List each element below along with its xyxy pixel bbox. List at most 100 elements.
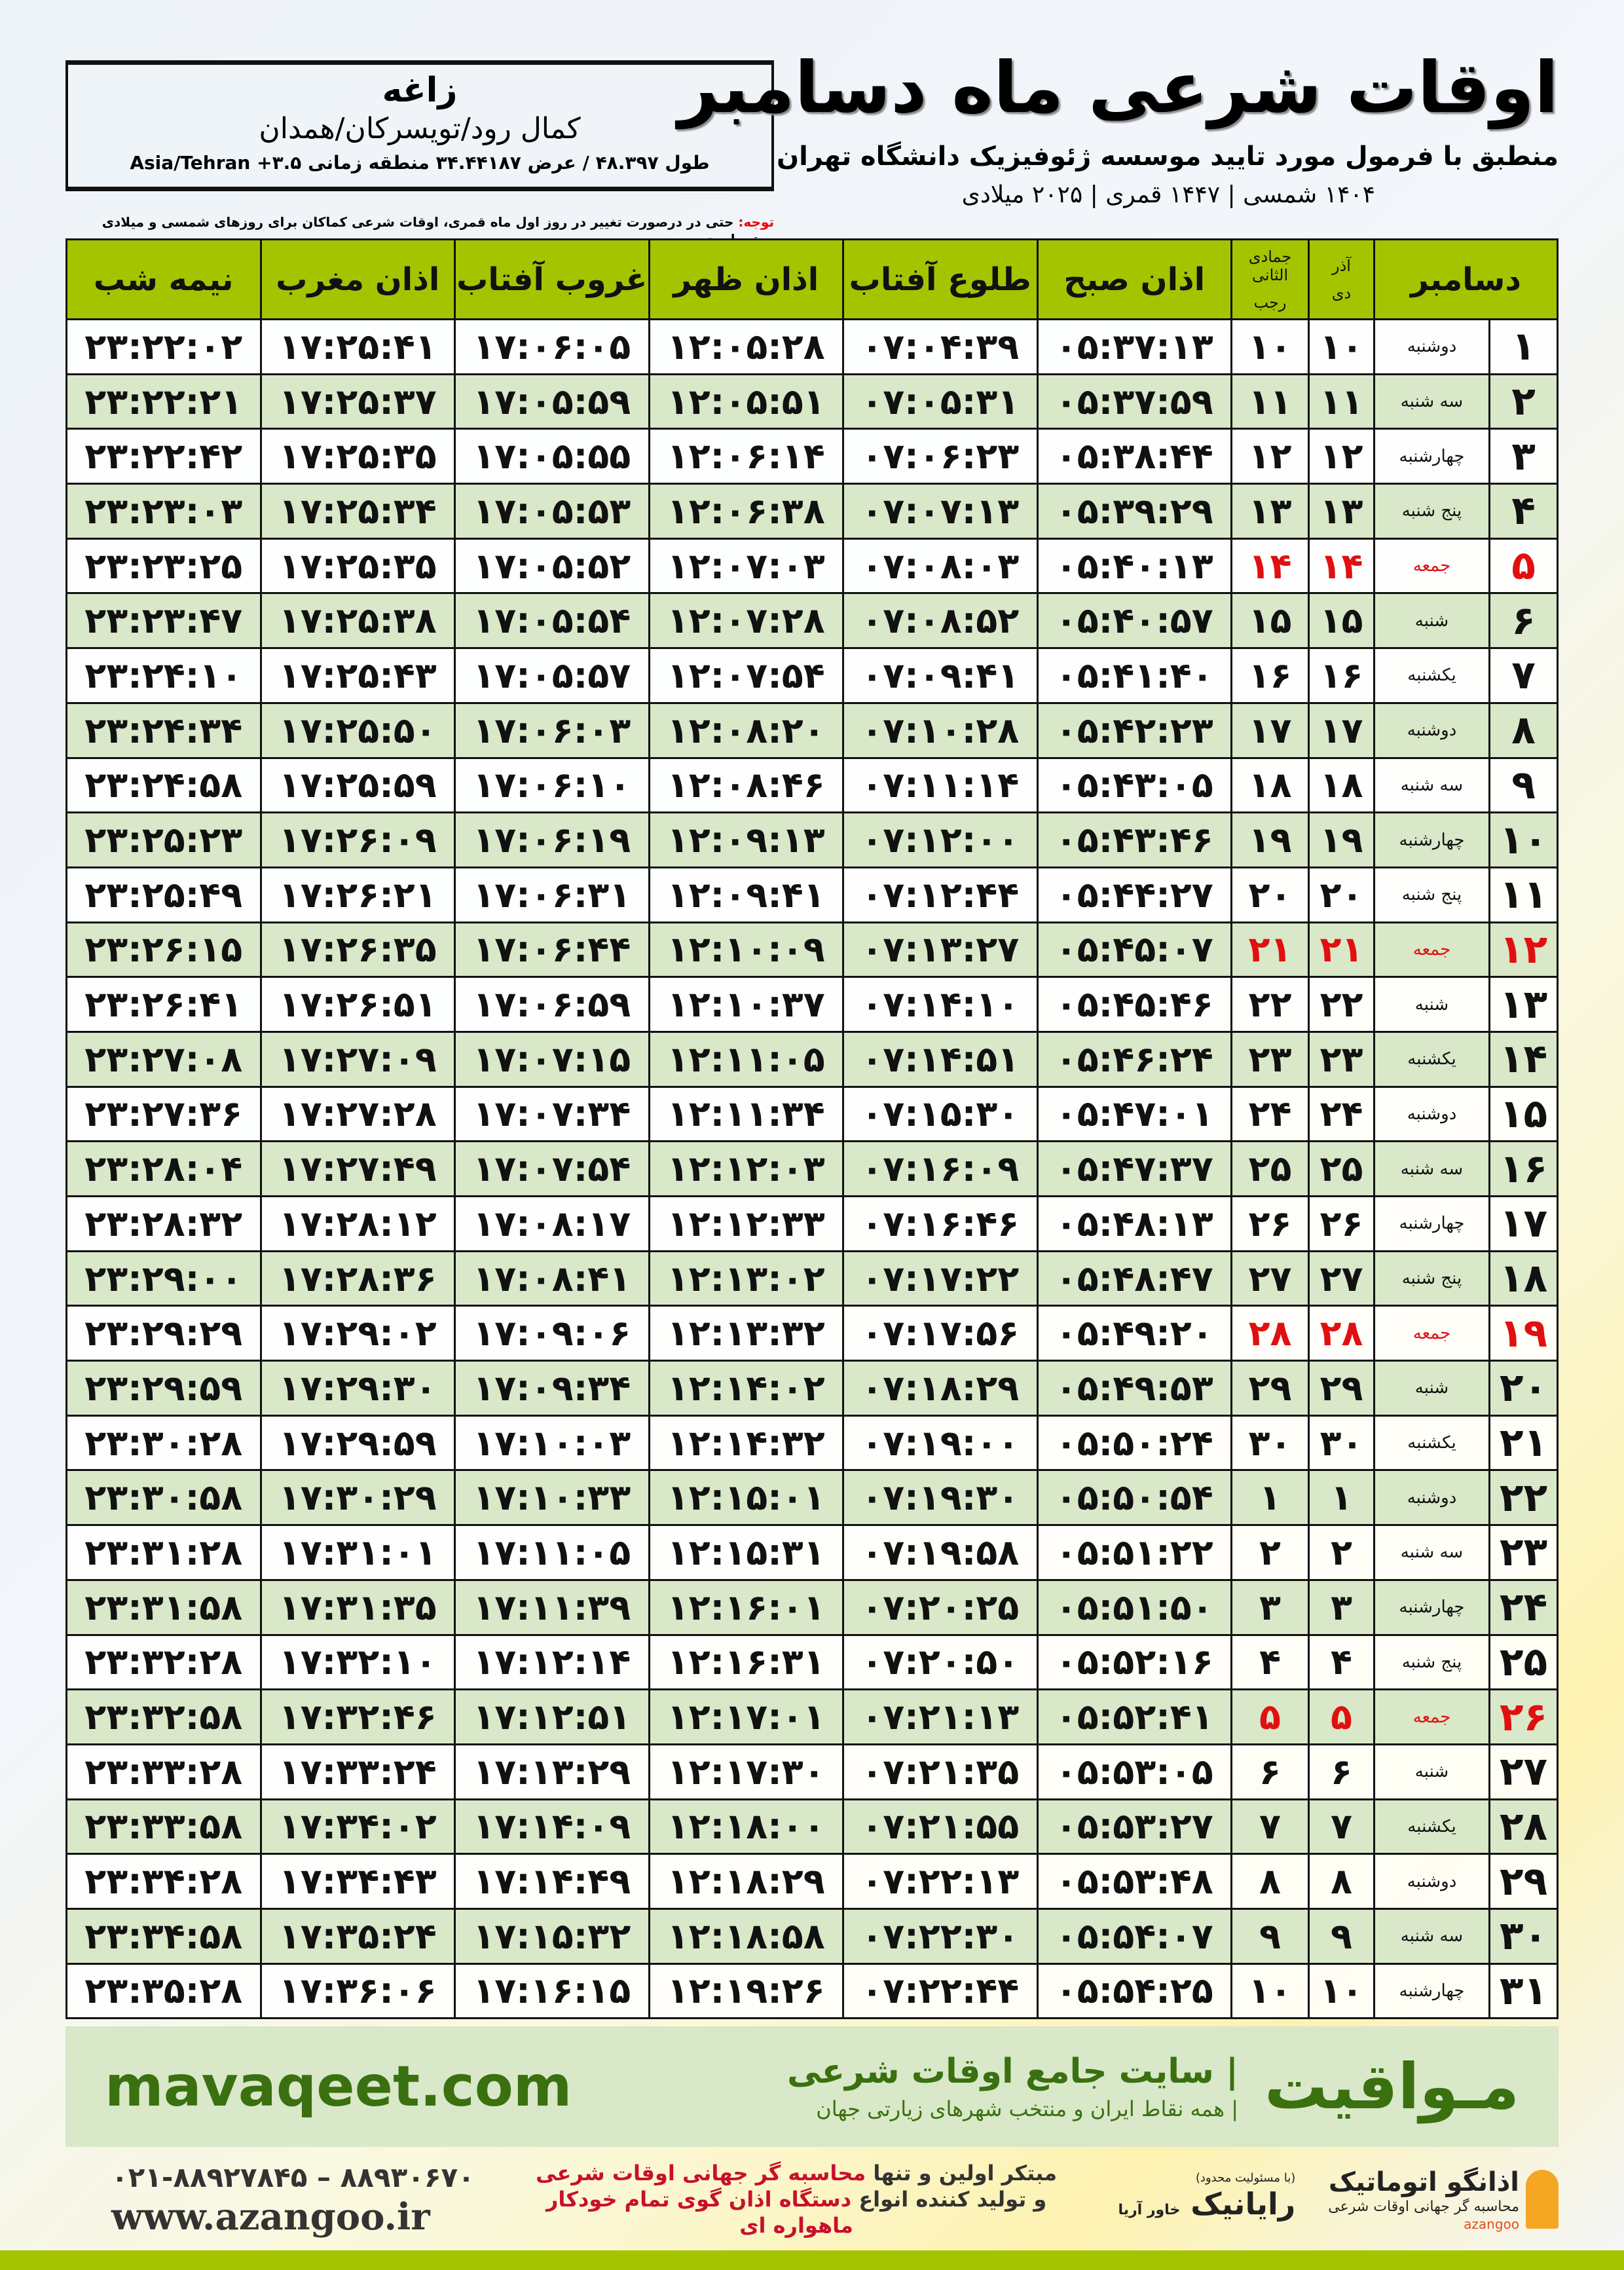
day-number: ۸ [1488,701,1559,759]
day-number: ۲۶ [1488,1688,1559,1745]
ghorub-time: ۱۷:۱۱:۳۹ [454,1578,650,1636]
weekday: سه شنبه [1373,1140,1490,1197]
slogan-1a: مبتکر اولین و تنها [866,2161,1058,2186]
weekday: سه شنبه [1373,1524,1490,1581]
ghorub-time: ۱۷:۱۵:۳۲ [454,1907,650,1965]
zohr-time: ۱۲:۱۵:۰۱ [648,1469,844,1527]
table-row: ۱۸ پنج شنبه ۲۷ ۲۷ ۰۵:۴۸:۴۷ ۰۷:۱۷:۲۲ ۱۲:۱۳:۰۲ ۱۷… [65,1250,1559,1307]
shamsi-date: ۲۷ [1308,1250,1375,1307]
day-number: ۱۷ [1488,1195,1559,1252]
maghreb-time: ۱۷:۲۶:۳۵ [259,921,456,978]
shamsi-date: ۱۰ [1308,318,1375,375]
qamari-date: ۸ [1230,1853,1310,1910]
table-row: ۸ دوشنبه ۱۷ ۱۷ ۰۵:۴۲:۲۳ ۰۷:۱۰:۲۸ ۱۲:۰۸:۲۰ ۱۷:۰۶… [65,701,1559,759]
shamsi-date: ۲۹ [1308,1360,1375,1417]
ghorub-time: ۱۷:۱۶:۱۵ [454,1962,650,2020]
shamsi-date: ۷ [1308,1798,1375,1855]
ghorub-time: ۱۷:۰۵:۵۷ [454,647,650,704]
nimeshab-time: ۲۳:۲۴:۵۸ [65,756,262,814]
sobh-time: ۰۵:۴۸:۴۷ [1036,1250,1232,1307]
table-row: ۲۹ دوشنبه ۸ ۸ ۰۵:۵۳:۴۸ ۰۷:۲۲:۱۳ ۱۲:۱۸:۲۹ ۱۷:۱۴:… [65,1853,1559,1910]
qamari-date: ۳۰ [1230,1414,1310,1472]
sobh-time: ۰۵:۵۴:۲۵ [1036,1962,1232,2020]
maghreb-time: ۱۷:۲۸:۳۶ [259,1250,456,1307]
maghreb-time: ۱۷:۲۵:۳۸ [259,592,456,650]
slogan-2b: دستگاه اذان گوی تمام خودکار ماهواره ای [545,2187,853,2238]
day-number: ۳۱ [1488,1962,1559,2020]
shamsi-date: ۲۰ [1308,866,1375,923]
tolu-time: ۰۷:۰۸:۵۲ [842,592,1039,650]
ghorub-time: ۱۷:۰۵:۵۵ [454,428,650,485]
table-header: دسامبر آذر دی جمادی الثانی رجب اذان صبح طل… [65,238,1559,320]
table-row: ۱۶ سه شنبه ۲۵ ۲۵ ۰۵:۴۷:۳۷ ۰۷:۱۶:۰۹ ۱۲:۱۲:۰۳ ۱۷:… [65,1140,1559,1197]
qamari-date: ۱ [1230,1469,1310,1527]
maghreb-time: ۱۷:۳۲:۴۶ [259,1688,456,1745]
table-row: ۳ چهارشنبه ۱۲ ۱۲ ۰۵:۳۸:۴۴ ۰۷:۰۶:۲۳ ۱۲:۰۶:۱۴ ۱۷:… [65,428,1559,485]
col-shamsi: آذر دی [1308,238,1375,320]
day-number: ۳ [1488,428,1559,485]
weekday: جمعه [1373,537,1490,595]
zohr-time: ۱۲:۱۵:۳۱ [648,1524,844,1581]
col-qamari-top: جمادی الثانی [1248,247,1292,284]
weekday: یکشنبه [1373,1414,1490,1472]
day-number: ۱۹ [1488,1305,1559,1362]
tolu-time: ۰۷:۲۰:۵۰ [842,1633,1039,1691]
sobh-time: ۰۵:۴۵:۴۶ [1036,976,1232,1033]
shamsi-date: ۱۷ [1308,701,1375,759]
qamari-date: ۱۹ [1230,811,1310,868]
nimeshab-time: ۲۳:۲۸:۰۴ [65,1140,262,1197]
note-label: توجه: [738,214,774,230]
sobh-time: ۰۵:۵۳:۴۸ [1036,1853,1232,1910]
shamsi-date: ۲۱ [1308,921,1375,978]
nimeshab-time: ۲۳:۲۸:۳۲ [65,1195,262,1252]
sobh-time: ۰۵:۴۳:۰۵ [1036,756,1232,814]
tolu-time: ۰۷:۲۱:۵۵ [842,1798,1039,1855]
col-shamsi-top: آذر [1332,256,1351,275]
table-row: ۲۱ یکشنبه ۳۰ ۳۰ ۰۵:۵۰:۲۴ ۰۷:۱۹:۰۰ ۱۲:۱۴:۳۲ ۱۷:۱… [65,1414,1559,1472]
weekday: جمعه [1373,1305,1490,1362]
shamsi-date: ۱۲ [1308,428,1375,485]
rayanik-side: خاور آریا [1118,2202,1181,2218]
mavaqeet-link[interactable]: mavaqeet.com [105,2054,572,2119]
weekday: دوشنبه [1373,1085,1490,1143]
tolu-time: ۰۷:۲۲:۱۳ [842,1853,1039,1910]
day-number: ۲۵ [1488,1633,1559,1691]
maghreb-time: ۱۷:۳۶:۰۶ [259,1962,456,2020]
weekday: جمعه [1373,1688,1490,1745]
azangoo-link[interactable]: www.azangoo.ir [111,2195,430,2239]
weekday: یکشنبه [1373,1798,1490,1855]
ghorub-time: ۱۷:۰۷:۱۵ [454,1030,650,1088]
ghorub-time: ۱۷:۰۵:۵۴ [454,592,650,650]
col-qamari-label: رجب [1253,293,1287,312]
day-number: ۱۱ [1488,866,1559,923]
ghorub-time: ۱۷:۱۲:۵۱ [454,1688,650,1745]
sobh-time: ۰۵:۴۹:۲۰ [1036,1305,1232,1362]
maghreb-time: ۱۷:۲۵:۳۴ [259,483,456,540]
zohr-time: ۱۲:۰۷:۰۳ [648,537,844,595]
maghreb-time: ۱۷:۲۹:۳۰ [259,1360,456,1417]
day-number: ۱۳ [1488,976,1559,1033]
day-number: ۹ [1488,756,1559,814]
weekday: شنبه [1373,1360,1490,1417]
nimeshab-time: ۲۳:۳۰:۲۸ [65,1414,262,1472]
day-number: ۱۵ [1488,1085,1559,1143]
qamari-date: ۱۵ [1230,592,1310,650]
weekday: پنج شنبه [1373,1250,1490,1307]
tolu-time: ۰۷:۱۴:۱۰ [842,976,1039,1033]
zohr-time: ۱۲:۱۳:۳۲ [648,1305,844,1362]
azangoo-logo: اذانگو اتوماتیک محاسبه گر جهانی اوقات شرع… [1328,2167,1559,2232]
slogan-1b: محاسبه گر جهانی اوقات شرعی [536,2161,866,2186]
ghorub-time: ۱۷:۰۶:۴۴ [454,921,650,978]
qamari-date: ۲ [1230,1524,1310,1581]
nimeshab-time: ۲۳:۲۳:۲۵ [65,537,262,595]
sobh-time: ۰۵:۴۳:۴۶ [1036,811,1232,868]
qamari-date: ۲۵ [1230,1140,1310,1197]
shamsi-date: ۶ [1308,1743,1375,1800]
table-row: ۱۳ شنبه ۲۲ ۲۲ ۰۵:۴۵:۴۶ ۰۷:۱۴:۱۰ ۱۲:۱۰:۳۷ ۱۷:۰۶:… [65,976,1559,1033]
shamsi-date: ۲۴ [1308,1085,1375,1143]
day-number: ۲۹ [1488,1853,1559,1910]
zohr-time: ۱۲:۱۲:۰۳ [648,1140,844,1197]
maghreb-time: ۱۷:۲۹:۵۹ [259,1414,456,1472]
shamsi-date: ۲۶ [1308,1195,1375,1252]
ghorub-time: ۱۷:۱۳:۲۹ [454,1743,650,1800]
